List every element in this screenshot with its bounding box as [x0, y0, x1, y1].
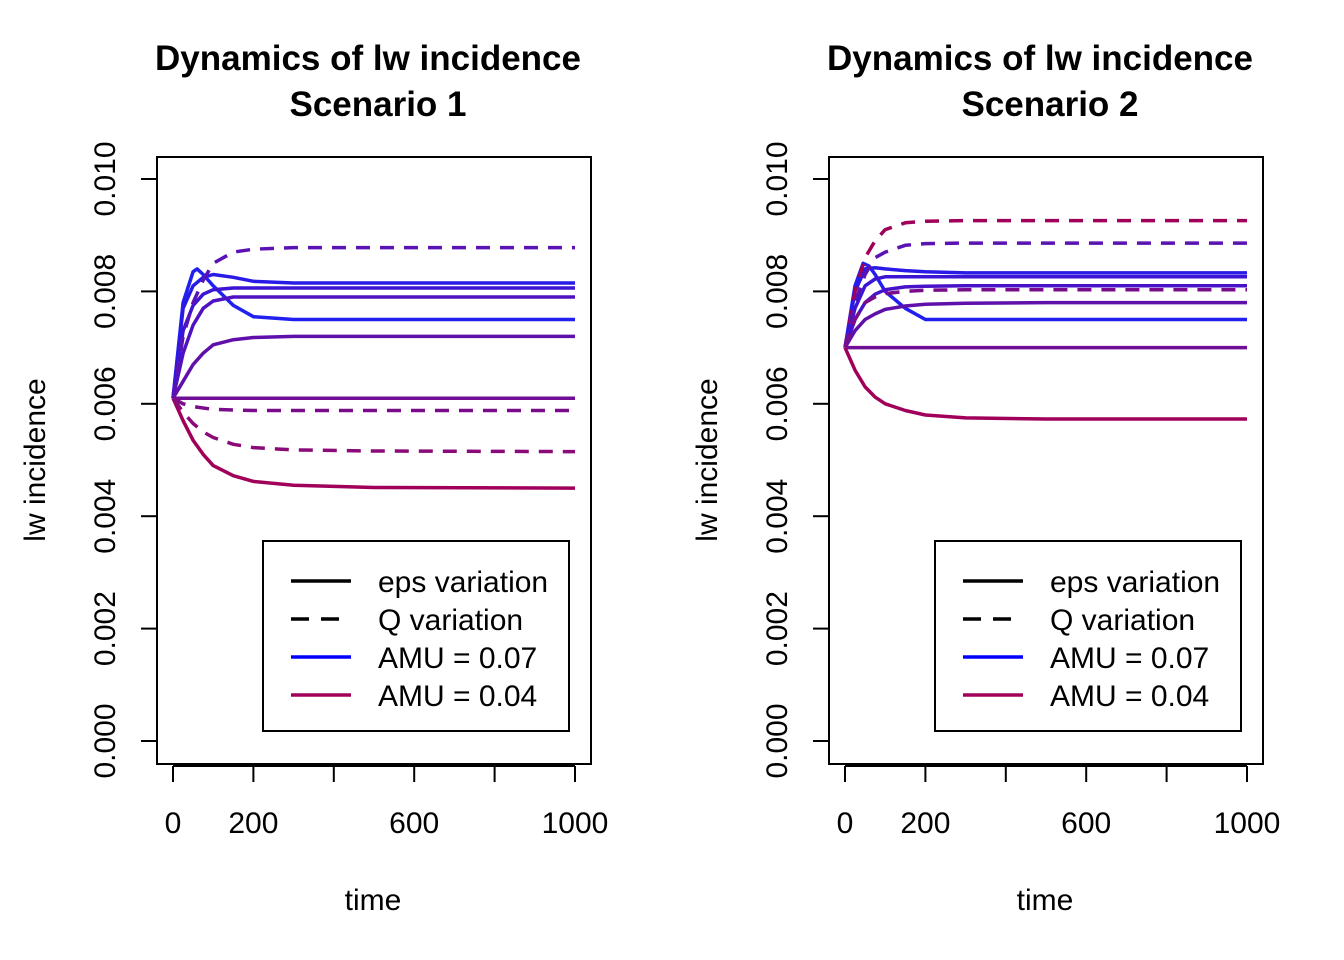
chart-panel-scenario-1: Dynamics of lw incidence Scenario 1 time…: [19, 39, 608, 917]
x-tick-label: 200: [228, 807, 278, 840]
x-tick-label: 0: [837, 807, 854, 840]
series-line: [171, 334, 575, 400]
series-line: [171, 397, 576, 454]
series-line: [843, 275, 1247, 349]
plot-area: [843, 218, 1247, 421]
legend: eps variation Q variation AMU = 0.07 AMU = …: [262, 540, 570, 732]
y-tick-label: 0.010: [761, 141, 794, 216]
y-tick-label: 0.000: [761, 703, 794, 778]
legend-label: eps variation: [378, 566, 548, 599]
y-tick-label: 0.008: [89, 254, 122, 329]
y-tick-label: 0.002: [761, 591, 794, 666]
y-axis: 0.000 0.002 0.004 0.006 0.008 0.010: [89, 141, 158, 779]
legend: eps variation Q variation AMU = 0.07 AMU = …: [934, 540, 1242, 732]
y-axis-label: lw incidence: [19, 378, 52, 541]
series-line: [171, 267, 575, 399]
series-line: [172, 396, 575, 413]
chart-title: Dynamics of lw incidence: [827, 39, 1253, 78]
y-tick-label: 0.004: [761, 479, 794, 554]
x-tick-label: 600: [389, 807, 439, 840]
legend-label: AMU = 0.04: [1050, 680, 1209, 713]
x-axis: 0 200 600 1000: [837, 765, 1281, 840]
y-tick-label: 0.008: [761, 254, 794, 329]
chart-title: Dynamics of lw incidence: [155, 39, 581, 78]
x-tick-label: 1000: [1214, 807, 1281, 840]
series-line: [843, 287, 1247, 349]
y-tick-label: 0.006: [761, 366, 794, 441]
y-axis-label: lw incidence: [691, 378, 724, 541]
series-line: [171, 245, 575, 399]
legend-label: Q variation: [1050, 604, 1195, 637]
x-axis-label: time: [1017, 884, 1074, 917]
series-line: [843, 284, 1247, 349]
legend-label: AMU = 0.04: [378, 680, 537, 713]
y-tick-label: 0.010: [89, 141, 122, 216]
series-line: [843, 241, 1247, 348]
legend-label: Q variation: [378, 604, 523, 637]
series-line: [171, 272, 575, 399]
y-axis: 0.000 0.002 0.004 0.006 0.008 0.010: [761, 141, 830, 779]
chart-subtitle: Scenario 2: [961, 85, 1138, 124]
x-tick-label: 0: [165, 807, 182, 840]
chart-panel-scenario-2: Dynamics of lw incidence Scenario 2 time…: [691, 39, 1280, 917]
plot-area: [171, 245, 576, 490]
x-tick-label: 200: [900, 807, 950, 840]
series-line: [171, 397, 576, 490]
x-tick-label: 600: [1061, 807, 1111, 840]
series-line: [843, 218, 1247, 348]
x-axis: 0 200 600 1000: [165, 765, 609, 840]
series-line: [171, 295, 575, 399]
legend-label: AMU = 0.07: [1050, 642, 1209, 675]
legend-box: [262, 540, 570, 732]
x-tick-label: 1000: [542, 807, 609, 840]
legend-label: eps variation: [1050, 566, 1220, 599]
chart-subtitle: Scenario 1: [289, 85, 466, 124]
series-line: [843, 300, 1247, 349]
x-axis-label: time: [345, 884, 402, 917]
y-tick-label: 0.004: [89, 479, 122, 554]
y-tick-label: 0.006: [89, 366, 122, 441]
y-tick-label: 0.000: [89, 703, 122, 778]
legend-label: AMU = 0.07: [378, 642, 537, 675]
series-line: [843, 266, 1247, 348]
series-line: [843, 346, 1247, 421]
y-tick-label: 0.002: [89, 591, 122, 666]
legend-box: [934, 540, 1242, 732]
